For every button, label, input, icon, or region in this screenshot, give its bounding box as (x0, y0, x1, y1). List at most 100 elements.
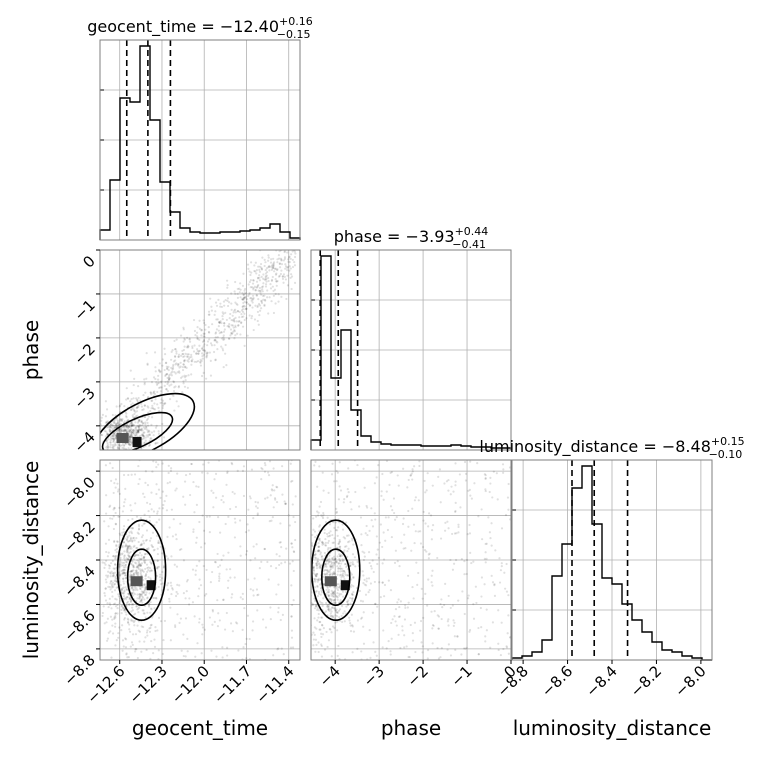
sample-point (116, 453, 118, 455)
sample-point (175, 565, 179, 568)
sample-point (126, 548, 129, 551)
sample-point (132, 424, 135, 428)
sample-point (352, 585, 355, 588)
sample-point (101, 433, 104, 437)
sample-point (262, 294, 265, 298)
sample-point (131, 424, 134, 427)
sample-point (161, 652, 164, 656)
sample-point (209, 374, 213, 377)
sample-point (311, 603, 314, 607)
sample-point (274, 267, 277, 270)
sample-point (126, 549, 129, 552)
sample-point (333, 563, 336, 566)
sample-point (140, 419, 143, 422)
sample-point (118, 430, 121, 433)
sample-point (265, 267, 269, 270)
sample-point (321, 558, 324, 561)
sample-point (468, 523, 471, 527)
sample-point (322, 597, 325, 600)
sample-point (123, 428, 126, 432)
sample-point (328, 523, 332, 526)
sample-point (426, 649, 430, 652)
x-tick-label-luminosity-distance: −8.6 (538, 662, 576, 700)
sample-point (370, 567, 373, 570)
sample-point (157, 368, 161, 371)
sample-point (110, 586, 113, 589)
sample-point (178, 366, 181, 369)
sample-point (131, 619, 134, 622)
sample-point (117, 424, 121, 427)
sample-point (157, 432, 161, 435)
sample-point (272, 506, 275, 509)
sample-point (156, 565, 159, 569)
sample-point (184, 597, 187, 600)
sample-point (136, 406, 139, 409)
sample-point (196, 337, 199, 340)
sample-point (230, 318, 233, 322)
sample-point (275, 553, 278, 556)
sample-point (109, 582, 112, 585)
sample-point (137, 482, 140, 486)
sample-point (120, 569, 123, 573)
sample-point (129, 444, 132, 447)
sample-point (173, 409, 176, 412)
sample-point (171, 365, 175, 368)
sample-point (137, 431, 140, 434)
sample-point (352, 563, 355, 566)
sample-point (265, 280, 268, 283)
sample-point (115, 430, 118, 433)
sample-point (135, 562, 138, 565)
sample-point (436, 556, 439, 560)
sample-point (133, 624, 136, 627)
sample-point (494, 549, 497, 552)
sample-point (333, 607, 336, 610)
sample-point (208, 331, 211, 334)
sample-point (114, 422, 117, 425)
sample-point (125, 398, 128, 401)
sample-point (128, 438, 131, 441)
sample-point (454, 480, 457, 483)
sample-point (317, 612, 320, 616)
sample-point (114, 511, 117, 515)
sample-point (100, 416, 103, 419)
sample-point (239, 333, 242, 336)
sample-point (197, 352, 200, 355)
sample-point (307, 558, 309, 560)
sample-point (107, 585, 110, 589)
sample-point (507, 508, 510, 511)
sample-point (144, 559, 147, 562)
sample-point (276, 258, 279, 261)
sample-point (260, 560, 263, 563)
sample-point (246, 578, 250, 581)
sample-point (317, 641, 320, 644)
sample-point (426, 472, 429, 475)
sample-point (333, 526, 336, 530)
sample-point (122, 577, 125, 580)
sample-point (150, 491, 153, 494)
sample-point (119, 427, 122, 431)
sample-point (156, 567, 159, 570)
sample-point (118, 532, 121, 535)
sample-point (129, 435, 132, 438)
sample-point (124, 498, 127, 501)
sample-point (139, 593, 142, 596)
sample-point (130, 618, 133, 621)
sample-point (338, 574, 342, 577)
sample-point (437, 615, 441, 618)
sample-point (281, 493, 284, 496)
sample-point (130, 398, 133, 401)
sample-point (132, 428, 136, 431)
sample-point (454, 462, 457, 465)
sample-point (124, 430, 128, 433)
sample-point (124, 563, 128, 566)
sample-point (330, 565, 333, 568)
sample-point (208, 351, 211, 354)
sample-point (284, 267, 287, 270)
sample-point (140, 543, 143, 546)
sample-point (356, 560, 359, 563)
sample-point (330, 655, 333, 658)
sample-point (372, 641, 375, 644)
sample-point (144, 415, 147, 418)
sample-point (130, 429, 133, 432)
sample-point (323, 573, 327, 576)
